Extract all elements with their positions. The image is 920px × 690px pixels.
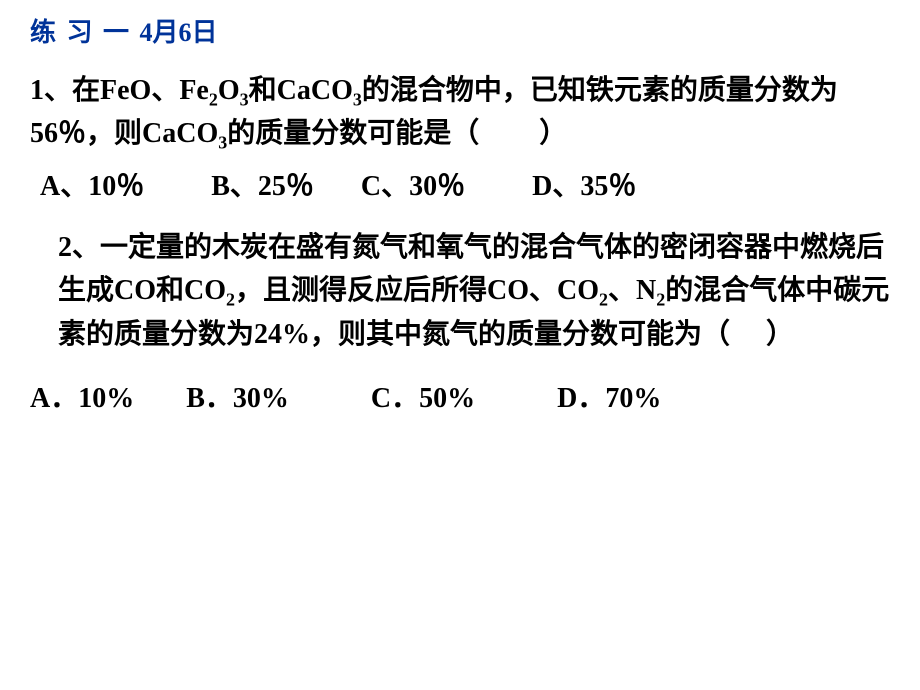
q2-text-3: 、N	[608, 275, 656, 306]
q1-text-3: 和CaCO	[249, 75, 353, 106]
q2-option-b: B．30%	[186, 378, 289, 420]
q1-text-2: O	[218, 75, 240, 106]
exercise-title: 练 习 一	[30, 18, 131, 47]
q2-text-2: ，且测得反应后所得CO、CO	[235, 275, 599, 306]
q1-text-1: 在FeO、Fe	[72, 75, 209, 106]
q1-sub-2: 3	[240, 90, 249, 110]
exercise-header: 练 习 一 4月6日	[30, 12, 890, 49]
q2-option-c: C．50%	[371, 378, 475, 420]
question-1-options: A、10％ B、25％ C、30％ D、35％	[30, 166, 890, 208]
q1-option-d: D、35％	[532, 166, 636, 208]
q1-sub-1: 2	[209, 90, 218, 110]
q2-sub-3: 2	[656, 290, 665, 310]
q1-option-a: A、10％	[40, 166, 144, 208]
q1-sub-3: 3	[353, 90, 362, 110]
question-2-options: A．10% B．30% C．50% D．70%	[30, 378, 890, 420]
question-1: 1、在FeO、Fe2O3和CaCO3的混合物中，已知铁元素的质量分数为56％，则…	[30, 69, 890, 156]
q2-option-d: D．70%	[557, 378, 661, 420]
q1-number: 1、	[30, 75, 72, 106]
q1-option-b: B、25％	[211, 166, 314, 208]
q2-text-5: ）	[766, 319, 794, 350]
exercise-date: 4月6日	[140, 18, 218, 47]
q1-text-5: 的质量分数可能是（	[227, 118, 479, 149]
q2-sub-1: 2	[226, 290, 235, 310]
q2-number: 2、	[58, 232, 100, 263]
q2-sub-2: 2	[599, 290, 608, 310]
q1-sub-4: 3	[218, 133, 227, 153]
q1-option-c: C、30％	[361, 166, 465, 208]
q2-option-a: A．10%	[30, 378, 134, 420]
question-2: 2、一定量的木炭在盛有氮气和氧气的混合气体的密闭容器中燃烧后生成CO和CO2，且…	[30, 226, 890, 356]
q1-text-6: ）	[539, 118, 567, 149]
